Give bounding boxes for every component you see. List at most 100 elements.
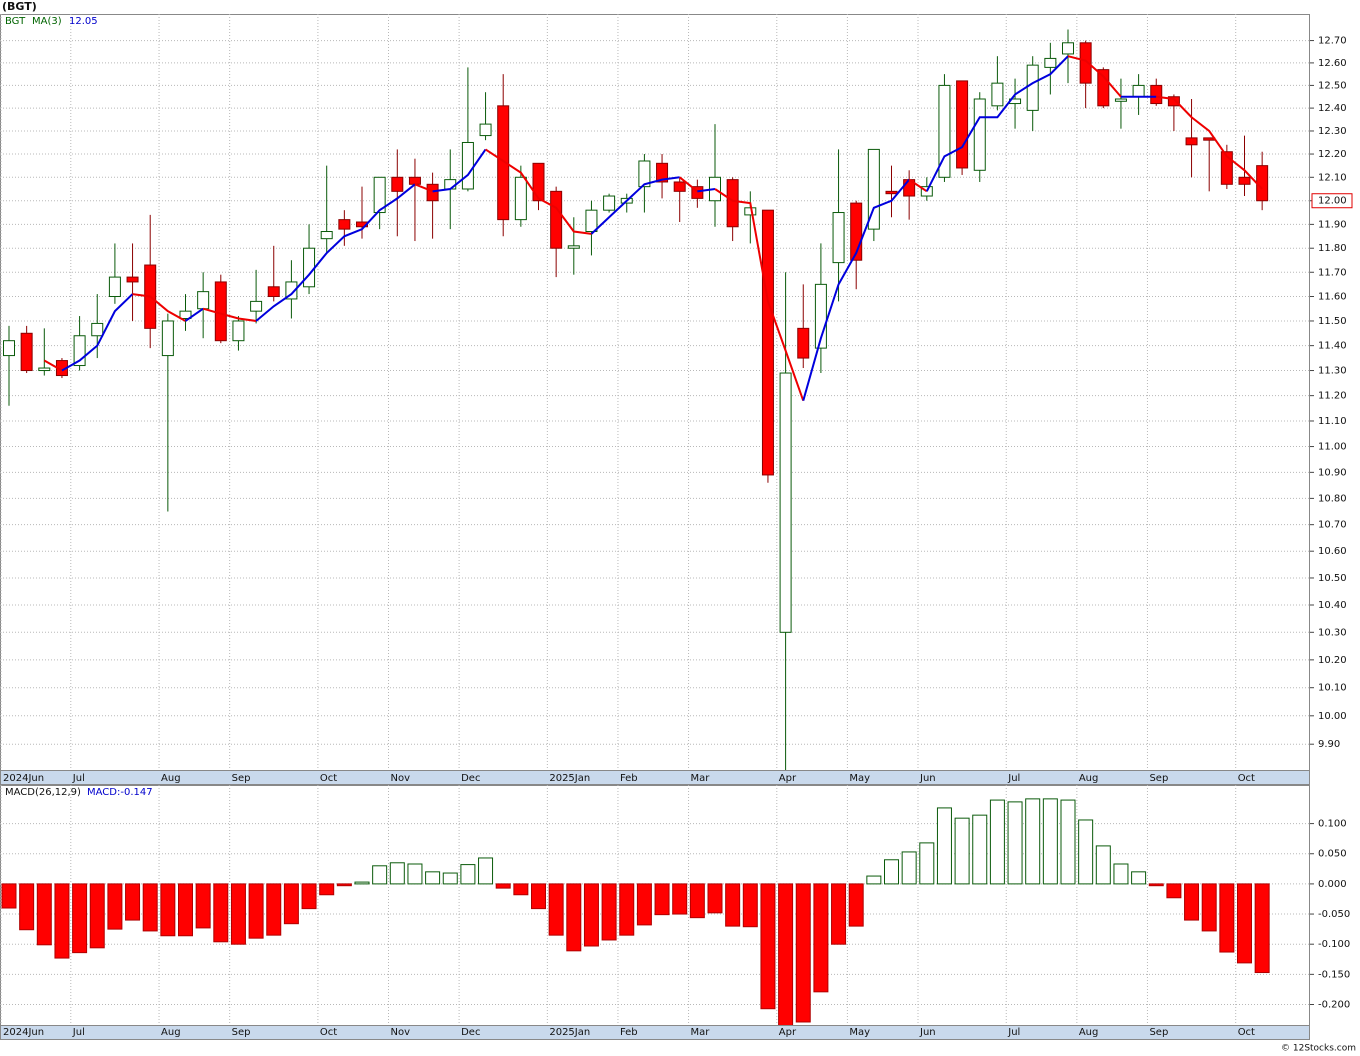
macd-bar — [513, 883, 529, 896]
candle-body — [638, 160, 651, 188]
y-tick-label: 10.80 — [1318, 493, 1347, 504]
candle-body — [1062, 42, 1074, 55]
candle-body — [779, 372, 792, 633]
x-tick-label: Sep — [232, 773, 251, 784]
y-tick-label: 10.70 — [1318, 520, 1347, 531]
macd-bar — [89, 883, 105, 949]
macd-bar — [1025, 798, 1041, 885]
moving-average — [485, 148, 592, 235]
moving-average — [590, 176, 680, 235]
x-tick-label: Jul — [72, 1027, 85, 1038]
y-tick-label: 10.50 — [1318, 573, 1347, 584]
macd-bar — [866, 875, 882, 885]
x-tick-label: May — [849, 773, 870, 784]
candle-body — [373, 176, 386, 214]
candle-body — [320, 231, 333, 240]
candle-body — [656, 162, 669, 183]
axes: 9.90 10.00 10.10 10.20 10.30 10.40 10.50 10.60 1… — [3, 16, 1353, 1038]
candle-body — [426, 183, 439, 202]
x-tick-label: Aug — [161, 773, 181, 784]
x-tick-label: 2025Jan — [549, 773, 590, 784]
candle-body — [1256, 165, 1269, 202]
macd-bar — [725, 883, 741, 927]
macd-bar — [1007, 801, 1023, 885]
candle-body — [744, 207, 757, 216]
x-tick-label: Mar — [691, 773, 711, 784]
candle-body — [38, 367, 51, 372]
candle-body — [885, 190, 898, 195]
y-tick-label: 12.70 — [1318, 36, 1347, 47]
moving-average — [414, 183, 433, 193]
last-price-label: 12.00 — [1318, 196, 1347, 207]
x-tick-label: Oct — [320, 1027, 337, 1038]
moving-average — [432, 148, 487, 193]
y-tick-label: 11.90 — [1318, 219, 1347, 230]
y-tick-label: 10.10 — [1318, 683, 1347, 694]
macd-bar — [354, 881, 370, 885]
candle-body — [1079, 42, 1092, 84]
y-tick-label: 12.10 — [1318, 172, 1347, 183]
macd-bar — [495, 883, 511, 889]
macd-bar — [672, 883, 688, 915]
candle-body — [161, 320, 174, 357]
x-tick-label: Dec — [461, 773, 480, 784]
y-tick-label: 10.60 — [1318, 546, 1347, 557]
legend-macd: MACD(26,12,9) — [5, 787, 81, 798]
x-tick-label: Apr — [779, 1027, 797, 1038]
candle-body — [461, 141, 474, 190]
macd-bar — [19, 883, 35, 931]
candle-body — [1238, 176, 1251, 185]
y-tick-label: -0.100 — [1318, 939, 1350, 950]
macd-bar — [1113, 863, 1129, 885]
macd-bar — [566, 883, 582, 952]
y-tick-label: 10.20 — [1318, 655, 1347, 666]
macd-bar — [1042, 798, 1058, 885]
candle-body — [1114, 98, 1127, 102]
last-price-box — [1311, 193, 1353, 209]
candle-body — [108, 276, 121, 298]
y-tick-label: 12.50 — [1318, 80, 1347, 91]
y-tick-label: 11.20 — [1318, 391, 1347, 402]
y-tick-label: 11.80 — [1318, 243, 1347, 254]
y-tick-label: 11.70 — [1318, 267, 1347, 278]
macd-bar — [478, 857, 494, 885]
moving-average — [925, 55, 1069, 192]
y-tick-label: 12.60 — [1318, 58, 1347, 69]
macd-bar — [460, 864, 476, 885]
candle-body — [1132, 84, 1145, 98]
macd-bar — [831, 883, 847, 945]
macd-bar — [1184, 883, 1200, 921]
moving-average — [255, 183, 416, 322]
candle-body — [1185, 137, 1198, 146]
macd-bar — [1237, 883, 1252, 964]
macd-bar — [1148, 883, 1164, 887]
candle-body — [867, 148, 880, 230]
macd-bar — [1219, 883, 1235, 953]
macd-bar — [442, 872, 458, 885]
legend-ma-value: 12.05 — [69, 16, 98, 27]
macd-bar — [389, 862, 405, 885]
macd-bar — [1131, 871, 1147, 885]
moving-average — [714, 188, 805, 402]
candle-body — [1150, 84, 1163, 105]
y-tick-label: 0.050 — [1318, 849, 1347, 860]
moving-average — [202, 307, 257, 322]
candle-body — [550, 190, 563, 249]
y-tick-label: 11.60 — [1318, 292, 1347, 303]
y-tick-label: 0.100 — [1318, 819, 1347, 830]
macd-bar — [72, 883, 88, 954]
candle-body — [497, 105, 510, 221]
x-tick-label: Apr — [779, 773, 797, 784]
chart-title: (BGT) — [2, 0, 37, 13]
candle-body — [20, 332, 33, 372]
candle-body — [91, 322, 104, 337]
candle-body — [1097, 69, 1110, 107]
macd-bar — [1095, 845, 1111, 885]
candle-body — [585, 209, 598, 233]
moving-average — [43, 359, 63, 372]
moving-average — [1156, 95, 1263, 190]
y-tick-label: -0.050 — [1318, 909, 1350, 920]
candle-body — [126, 276, 139, 283]
macd-bar — [601, 883, 617, 941]
candle-body — [479, 123, 492, 137]
